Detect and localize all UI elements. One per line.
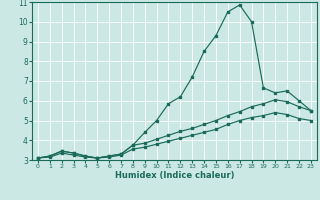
X-axis label: Humidex (Indice chaleur): Humidex (Indice chaleur)	[115, 171, 234, 180]
